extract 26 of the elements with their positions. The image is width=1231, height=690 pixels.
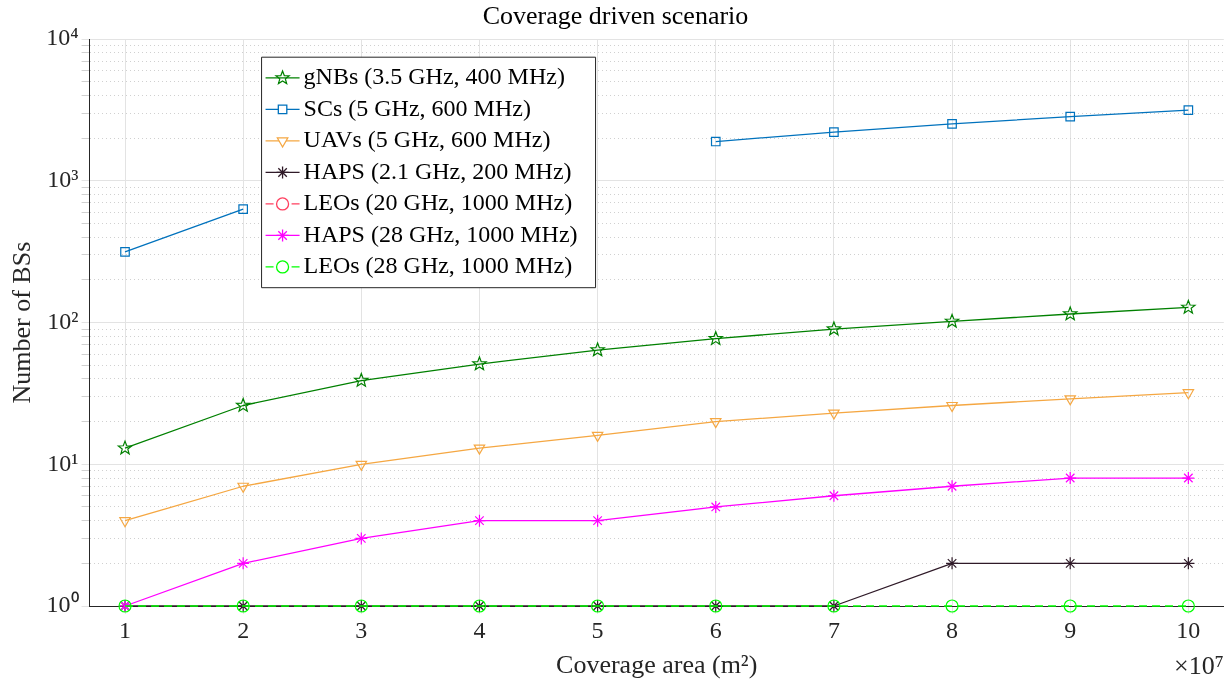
- legend-label: LEOs (20 GHz, 1000 MHz): [303, 189, 573, 216]
- y-tick-label: 10⁰: [46, 591, 79, 618]
- legend-label: SCs (5 GHz, 600 MHz): [303, 94, 531, 121]
- legend-label: HAPS (2.1 GHz, 200 MHz): [303, 157, 572, 184]
- x-tick-label: 10: [1176, 616, 1201, 643]
- text: ×10⁷: [1174, 650, 1224, 680]
- x-tick-label: 3: [355, 616, 368, 643]
- legend-label: gNBs (3.5 GHz, 400 MHz): [303, 63, 565, 90]
- legend-label: LEOs (28 GHz, 1000 MHz): [303, 252, 573, 279]
- x-tick-label: 6: [709, 616, 722, 643]
- y-tick-label: 10¹: [47, 449, 79, 476]
- x-axis-title: Coverage area (m²): [556, 650, 758, 680]
- x-tick-label: 5: [591, 616, 604, 643]
- x-tick-label: 8: [946, 616, 959, 643]
- y-tick-label: 10³: [47, 166, 79, 193]
- x-tick-label: 7: [827, 616, 840, 643]
- legend-label: UAVs (5 GHz, 600 MHz): [303, 126, 551, 153]
- y-tick-label: 10²: [47, 307, 79, 334]
- x-tick-label: 2: [237, 616, 250, 643]
- x-tick-label: 1: [119, 616, 132, 643]
- y-axis-title: Number of BSs: [7, 241, 37, 404]
- x-tick-label: 9: [1064, 616, 1077, 643]
- chart-title: Coverage driven scenario: [482, 1, 749, 31]
- x-tick-label: 4: [473, 616, 486, 643]
- legend-label: HAPS (28 GHz, 1000 MHz): [303, 220, 578, 247]
- y-tick-label: 10⁴: [46, 24, 79, 51]
